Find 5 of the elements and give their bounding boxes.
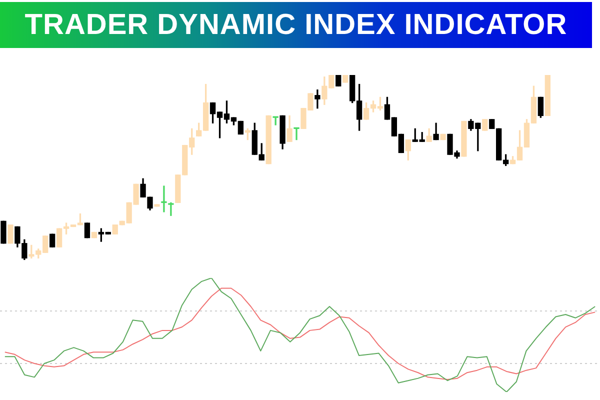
candlestick xyxy=(161,186,167,212)
chart-title: TRADER DYNAMIC INDEX INDICATOR xyxy=(0,2,592,48)
candlestick xyxy=(294,127,300,140)
candlestick xyxy=(168,202,174,216)
candlestick xyxy=(314,89,320,109)
